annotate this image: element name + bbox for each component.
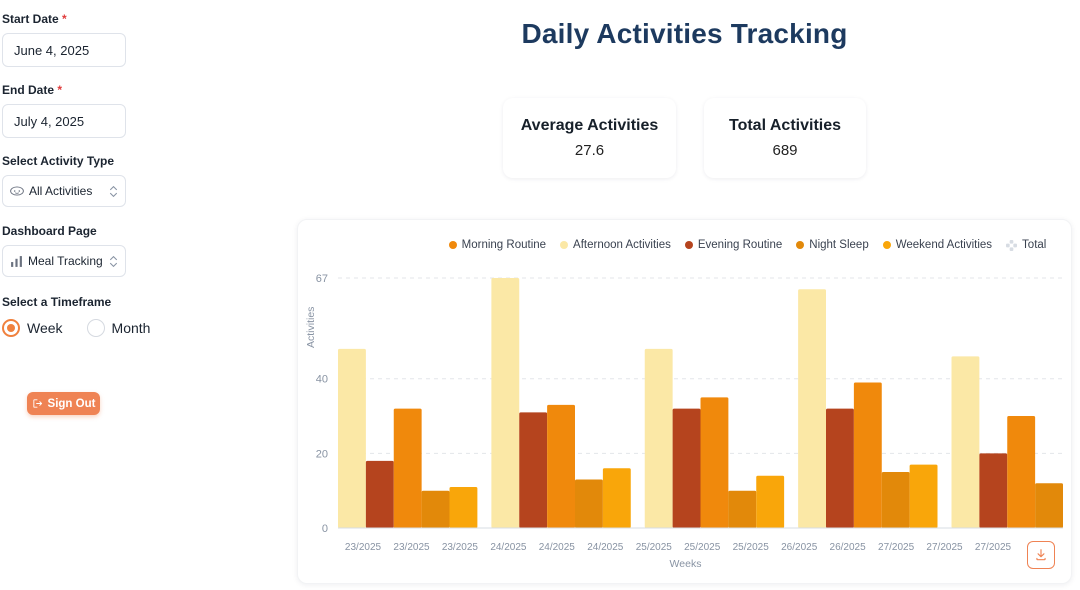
svg-text:25/2025: 25/2025 — [684, 542, 721, 553]
svg-text:40: 40 — [316, 374, 328, 386]
svg-text:27/2025: 27/2025 — [975, 542, 1012, 553]
svg-text:27/2025: 27/2025 — [878, 542, 915, 553]
svg-text:25/2025: 25/2025 — [636, 542, 673, 553]
svg-text:23/2025: 23/2025 — [442, 542, 479, 553]
svg-text:23/2025: 23/2025 — [345, 542, 382, 553]
svg-text:25/2025: 25/2025 — [733, 542, 770, 553]
svg-text:24/2025: 24/2025 — [587, 542, 624, 553]
svg-text:67: 67 — [316, 273, 328, 285]
svg-text:20: 20 — [316, 448, 328, 460]
svg-text:24/2025: 24/2025 — [539, 542, 576, 553]
svg-text:24/2025: 24/2025 — [490, 542, 527, 553]
svg-text:26/2025: 26/2025 — [781, 542, 818, 553]
svg-text:26/2025: 26/2025 — [830, 542, 867, 553]
svg-text:23/2025: 23/2025 — [393, 542, 430, 553]
svg-text:0: 0 — [322, 523, 328, 535]
svg-text:27/2025: 27/2025 — [926, 542, 963, 553]
